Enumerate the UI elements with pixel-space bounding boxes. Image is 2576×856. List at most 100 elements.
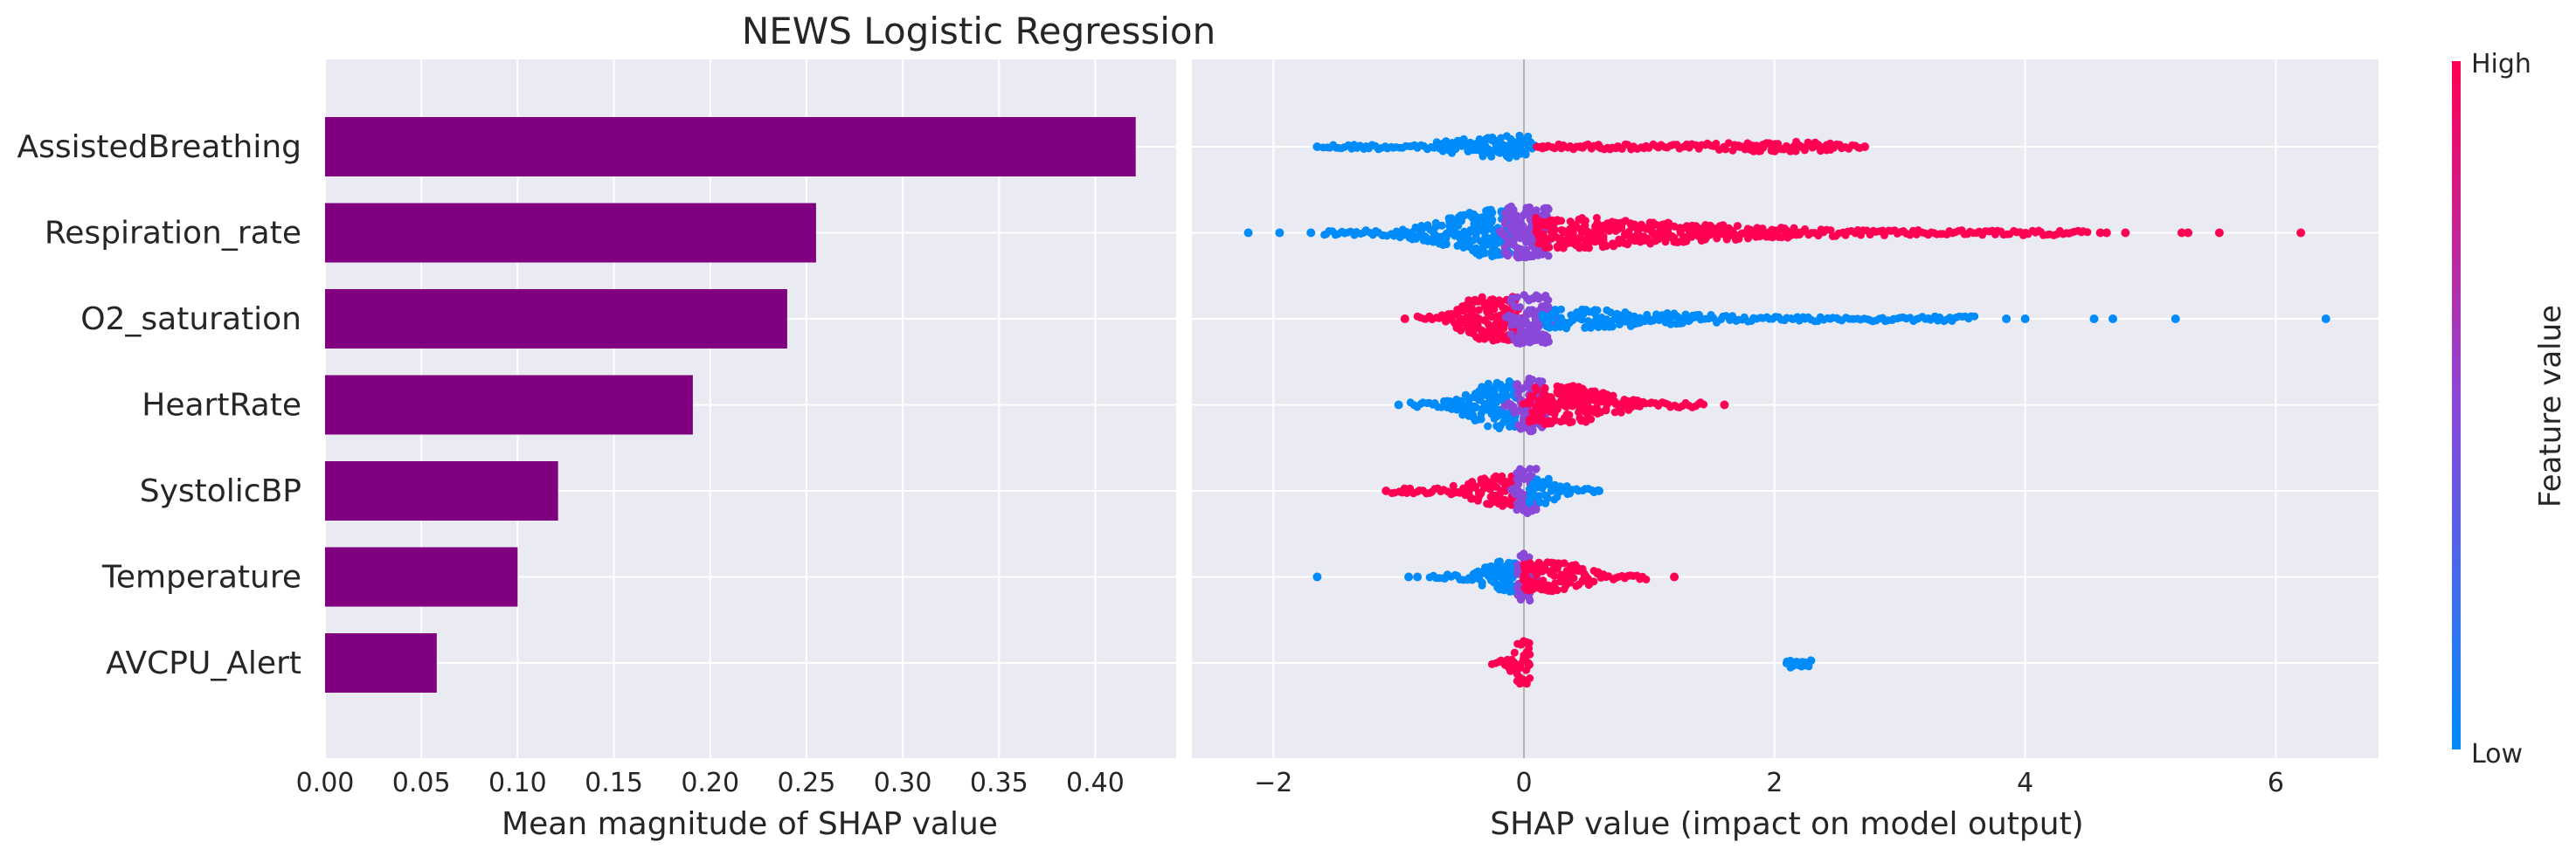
bar-Temperature — [325, 547, 518, 607]
outlier-point — [2177, 228, 2186, 238]
swarm-point — [1589, 577, 1598, 586]
swarm-point — [1557, 217, 1566, 225]
beeswarm-xlabel: SHAP value (impact on model output) — [1490, 806, 2083, 842]
outlier-point — [1670, 572, 1679, 582]
swarm-point — [1437, 403, 1446, 411]
swarm-point — [1513, 293, 1521, 301]
swarm-point — [1447, 309, 1456, 318]
colorbar-high-label: High — [2471, 49, 2531, 79]
beeswarm-panel: −2 0 2 4 6 — [1192, 59, 2379, 798]
category-label-AVCPU_Alert: AVCPU_Alert — [106, 645, 301, 681]
outlier-point — [1394, 400, 1403, 410]
beeswarm-x-tick-label: −2 — [1254, 768, 1292, 798]
swarm-point — [1712, 139, 1721, 148]
swarm-point — [1568, 402, 1576, 411]
swarm-point — [1593, 306, 1602, 314]
swarm-point — [1545, 243, 1554, 252]
swarm-point — [1642, 575, 1651, 583]
colorbar-gradient — [2452, 61, 2461, 749]
colorbar-title: Feature value — [2533, 305, 2568, 507]
swarm-point — [1777, 233, 1786, 242]
bar-chart-panel: 0.00 0.05 0.10 0.15 0.20 0.25 0.30 0.35 0.40 Assi… — [17, 59, 1176, 798]
swarm-point — [1550, 226, 1559, 234]
swarm-point — [1700, 400, 1708, 409]
outlier-point — [2002, 314, 2012, 323]
swarm-point — [1466, 138, 1475, 147]
swarm-point — [1603, 241, 1610, 250]
beeswarm-x-tick-label: 6 — [2268, 768, 2284, 798]
swarm-point — [1580, 387, 1589, 396]
outlier-point — [2108, 314, 2117, 323]
swarm-point — [2083, 228, 2092, 237]
swarm-point — [1441, 239, 1450, 248]
beeswarm-x-tick-label: 0 — [1515, 768, 1532, 798]
swarm-point — [1495, 296, 1504, 305]
swarm-point — [1544, 581, 1553, 590]
swarm-point — [1610, 408, 1619, 417]
outlier-point — [1312, 142, 1322, 151]
bar-HeartRate — [325, 375, 693, 435]
outlier-point — [1413, 572, 1423, 582]
swarm-point — [1526, 660, 1534, 669]
swarm-point — [1472, 404, 1480, 412]
swarm-point — [1569, 574, 1578, 583]
swarm-point — [1568, 418, 1576, 426]
swarm-point — [1474, 306, 1483, 314]
swarm-point — [1526, 465, 1534, 473]
swarm-point — [1497, 134, 1506, 142]
category-label-O2_saturation: O2_saturation — [80, 301, 301, 337]
swarm-point — [1477, 415, 1485, 424]
swarm-point — [1437, 221, 1446, 230]
swarm-point — [1577, 315, 1586, 324]
outlier-point — [2095, 228, 2105, 238]
beeswarm-x-tick-label: 2 — [1766, 768, 1783, 798]
swarm-point — [1510, 648, 1519, 657]
bar-chart-xlabel: Mean magnitude of SHAP value — [502, 806, 998, 842]
bar-x-tick-label: 0.15 — [585, 768, 643, 798]
outlier-point — [2321, 314, 2330, 323]
swarm-point — [1515, 303, 1524, 312]
swarm-point — [1513, 211, 1521, 220]
swarm-point — [1970, 312, 1979, 321]
bar-x-tick-label: 0.40 — [1066, 768, 1125, 798]
swarm-point — [1489, 295, 1498, 304]
swarm-point — [1520, 467, 1528, 476]
swarm-point — [1516, 489, 1525, 498]
bar-x-tick-label: 0.20 — [681, 768, 739, 798]
swarm-point — [1457, 327, 1465, 335]
swarm-point — [1550, 416, 1559, 425]
swarm-point — [1533, 386, 1541, 394]
outlier-point — [1860, 142, 1870, 151]
swarm-point — [1531, 569, 1540, 577]
swarm-point — [1495, 557, 1504, 566]
swarm-point — [1526, 499, 1534, 507]
swarm-point — [1535, 498, 1544, 507]
swarm-point — [1661, 238, 1670, 246]
outlier-point — [2296, 228, 2306, 238]
swarm-point — [1525, 645, 1534, 652]
outlier-point — [1613, 142, 1623, 151]
bar-AVCPU_Alert — [325, 633, 437, 693]
bar-x-tick-label: 0.05 — [392, 768, 451, 798]
swarm-point — [1534, 294, 1543, 303]
bar-x-tick-label: 0.00 — [296, 768, 355, 798]
beeswarm-row-Temperature — [1312, 549, 1679, 605]
category-label-AssistedBreathing: AssistedBreathing — [17, 129, 301, 165]
swarm-point — [1565, 411, 1574, 419]
outlier-point — [1595, 142, 1604, 151]
beeswarm-x-tick-label: 4 — [2017, 768, 2033, 798]
swarm-point — [1609, 391, 1617, 400]
swarm-point — [1541, 383, 1549, 392]
outlier-point — [1306, 228, 1316, 238]
swarm-point — [1488, 216, 1497, 224]
swarm-point — [1467, 494, 1476, 503]
bar-O2_saturation — [325, 289, 787, 349]
swarm-point — [1431, 218, 1440, 227]
swarm-point — [1587, 415, 1596, 424]
outlier-point — [1400, 314, 1409, 323]
swarm-point — [1520, 148, 1529, 157]
bar-SystolicBP — [325, 461, 558, 521]
outlier-point — [1595, 487, 1604, 495]
swarm-point — [1528, 585, 1537, 594]
